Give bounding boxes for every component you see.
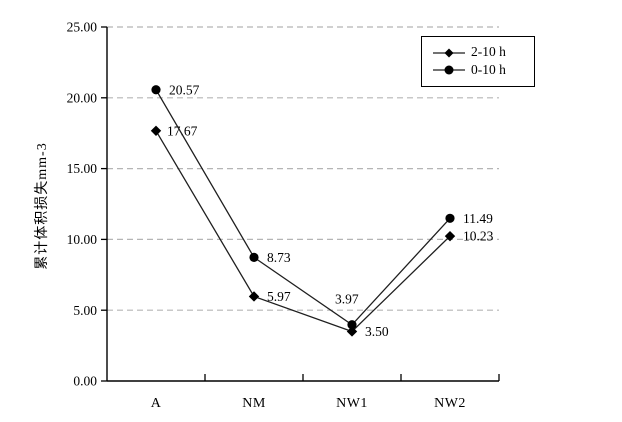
y-tick-label: 25.00 xyxy=(67,20,98,35)
legend-label-0-10h: 0-10 h xyxy=(471,62,506,77)
y-tick-label: 15.00 xyxy=(67,161,98,176)
data-point-marker-diamond xyxy=(444,230,456,242)
data-point-label: 3.97 xyxy=(335,291,359,306)
data-point-marker-circle xyxy=(249,252,259,262)
legend: 2-10 h 0-10 h xyxy=(421,36,535,87)
y-axis-title: 累计体积损失mm-3 xyxy=(35,142,50,270)
y-tick-label: 20.00 xyxy=(67,90,98,105)
data-point-label: 11.49 xyxy=(463,211,493,226)
category-label: A xyxy=(151,396,162,411)
y-tick-label: 0.00 xyxy=(73,374,97,389)
data-point-marker-diamond xyxy=(150,125,162,136)
legend-label-2-10h: 2-10 h xyxy=(471,44,506,60)
series-line-0-10h xyxy=(155,89,451,326)
y-tick-label: 5.00 xyxy=(73,303,97,318)
data-point-marker-diamond xyxy=(346,326,358,337)
series-line-2-10h xyxy=(155,130,451,333)
data-point-label: 20.57 xyxy=(169,82,200,97)
category-label: NW1 xyxy=(336,396,368,411)
data-point-label: 17.67 xyxy=(167,123,198,138)
data-point-marker-circle xyxy=(347,320,357,330)
category-label: NM xyxy=(242,396,266,411)
category-label: NW2 xyxy=(434,396,466,411)
data-point-marker-circle xyxy=(445,213,455,223)
y-tick-label: 10.00 xyxy=(67,232,98,247)
data-point-label: 5.97 xyxy=(267,289,291,304)
legend-item-2-10h: 2-10 h xyxy=(432,44,534,60)
legend-item-0-10h: 0-10 h xyxy=(432,62,534,78)
circle-marker-icon xyxy=(433,65,465,75)
diamond-marker-icon xyxy=(433,48,465,58)
data-point-label: 8.73 xyxy=(267,250,291,265)
data-point-label: 10.23 xyxy=(463,229,494,244)
data-point-marker-circle xyxy=(151,85,161,95)
data-point-label: 3.50 xyxy=(365,324,389,339)
data-point-marker-diamond xyxy=(248,291,260,302)
